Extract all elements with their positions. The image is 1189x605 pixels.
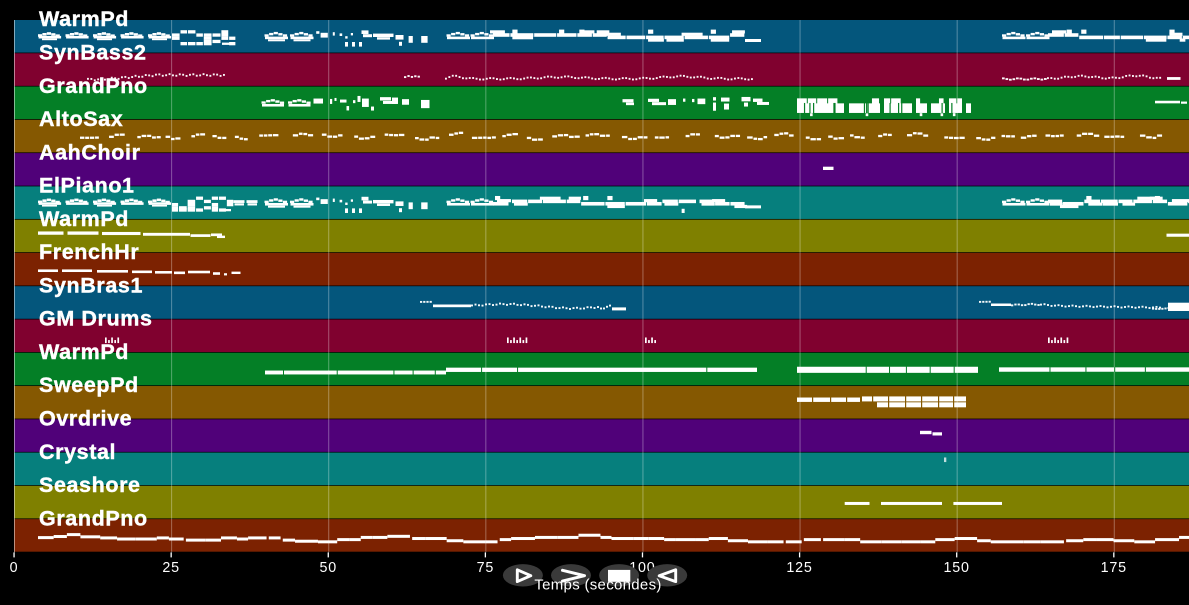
svg-text:GrandPno: GrandPno [39, 74, 148, 98]
svg-text:ElPiano1: ElPiano1 [39, 174, 135, 198]
svg-text:WarmPd: WarmPd [39, 340, 129, 364]
svg-text:AahChoir: AahChoir [39, 140, 141, 164]
svg-text:GrandPno: GrandPno [39, 506, 148, 530]
svg-text:Ovrdrive: Ovrdrive [39, 407, 132, 431]
svg-text:175: 175 [1101, 560, 1127, 576]
svg-text:125: 125 [786, 560, 812, 576]
svg-text:WarmPd: WarmPd [39, 7, 129, 31]
svg-text:AltoSax: AltoSax [39, 107, 123, 131]
svg-text:Crystal: Crystal [39, 440, 116, 464]
svg-text:FrenchHr: FrenchHr [39, 240, 139, 264]
svg-text:Temps (secondes): Temps (secondes) [534, 577, 661, 594]
svg-text:Seashore: Seashore [39, 473, 141, 497]
svg-text:50: 50 [319, 560, 337, 576]
svg-text:WarmPd: WarmPd [39, 207, 129, 231]
svg-text:GM Drums: GM Drums [39, 307, 153, 331]
svg-text:75: 75 [477, 560, 495, 576]
svg-text:25: 25 [162, 560, 180, 576]
svg-text:SweepPd: SweepPd [39, 373, 139, 397]
svg-text:0: 0 [10, 560, 19, 576]
svg-text:SynBras1: SynBras1 [39, 273, 143, 297]
svg-text:150: 150 [944, 560, 970, 576]
svg-text:SynBass2: SynBass2 [39, 40, 147, 64]
